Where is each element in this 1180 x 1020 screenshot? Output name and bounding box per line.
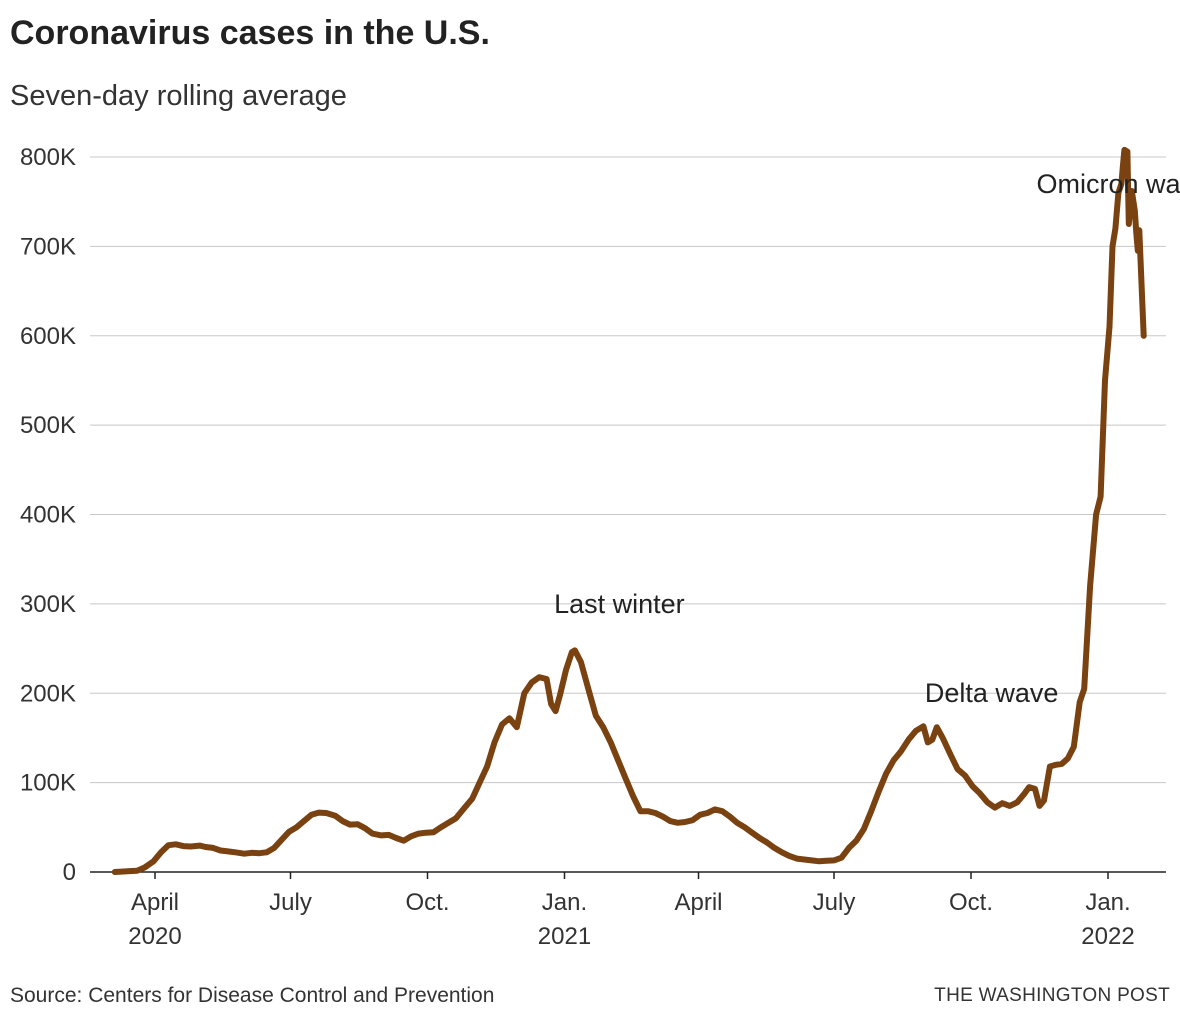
x-tick-label: July: [813, 889, 856, 916]
y-tick-label: 100K: [20, 770, 76, 797]
y-tick-label: 700K: [20, 233, 76, 260]
x-tick-year-label: 2020: [128, 923, 181, 950]
x-tick-label: April: [131, 889, 179, 916]
x-tick-label: July: [269, 889, 312, 916]
grid-lines: [90, 156, 1166, 784]
publisher-credit: THE WASHINGTON POST: [934, 985, 1170, 1006]
x-tick-label: April: [675, 889, 723, 916]
annotation-label: Omicron wave: [1037, 169, 1180, 199]
x-tick-label: Oct.: [949, 889, 993, 916]
annotation-label: Last winter: [554, 589, 685, 619]
y-tick-label: 500K: [20, 412, 76, 439]
y-tick-label: 400K: [20, 502, 76, 529]
chart-title: Coronavirus cases in the U.S.: [10, 14, 490, 52]
x-tick-year-label: 2022: [1081, 923, 1134, 950]
x-tick-year-label: 2021: [538, 923, 591, 950]
series-line: [111, 146, 1147, 875]
source-note: Source: Centers for Disease Control and …: [10, 984, 495, 1007]
x-axis: April 2020 July Oct. Jan. 2021 April July Oct. Ja…: [90, 871, 1166, 950]
annotation-label: Delta wave: [925, 678, 1059, 708]
y-tick-label: 200K: [20, 680, 76, 707]
y-tick-label: 300K: [20, 591, 76, 618]
x-tick-label: Oct.: [405, 889, 449, 916]
y-tick-label: 0: [63, 859, 76, 886]
x-tick-label: Jan.: [1085, 889, 1130, 916]
annotations: Last winter Delta wave Omicron wave: [554, 169, 1180, 708]
y-tick-label: 600K: [20, 323, 76, 350]
y-axis-tick-labels: 0 100K 200K 300K 400K 500K 600K 700K 800K: [20, 144, 76, 886]
line-chart: 0 100K 200K 300K 400K 500K 600K 700K 800K April 2…: [20, 144, 1180, 950]
chart-subtitle: Seven-day rolling average: [10, 80, 347, 112]
series-lines: [111, 146, 1147, 875]
y-tick-label: 800K: [20, 144, 76, 171]
x-tick-label: Jan.: [542, 889, 587, 916]
